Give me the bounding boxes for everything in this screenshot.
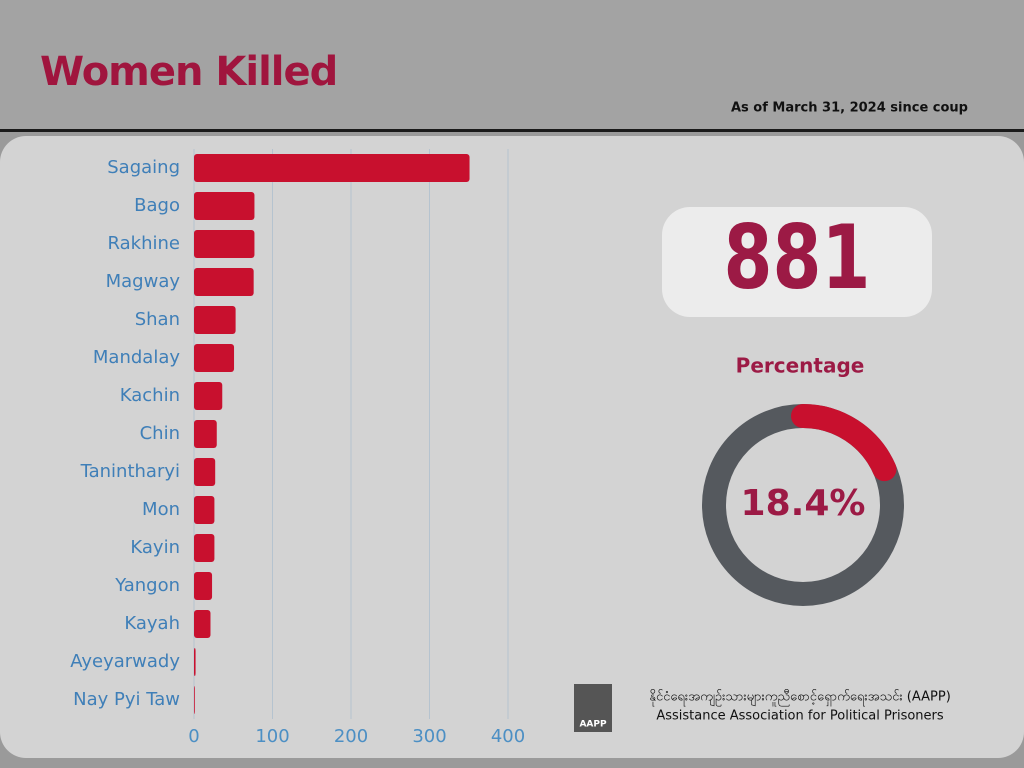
bar (194, 192, 255, 220)
x-tick-label: 300 (412, 726, 446, 747)
logo-mark (574, 684, 612, 732)
x-tick-label: 400 (491, 726, 525, 747)
logo: AAPP (574, 684, 612, 732)
donut-title: Percentage (736, 354, 865, 378)
y-tick-label: Mon (142, 499, 180, 520)
y-tick-label: Tanintharyi (80, 461, 180, 482)
title: Women Killed (40, 49, 337, 95)
y-tick-label: Yangon (114, 575, 180, 596)
y-tick-label: Sagaing (107, 157, 180, 178)
bar (194, 534, 215, 562)
x-tick-label: 0 (188, 726, 199, 747)
bar (194, 154, 470, 182)
bar (194, 382, 223, 410)
bar (194, 230, 255, 258)
y-tick-label: Kachin (120, 385, 180, 406)
y-tick-label: Magway (106, 271, 181, 292)
y-tick-label: Kayah (124, 613, 180, 634)
header-band (0, 0, 1024, 130)
bar (194, 610, 211, 638)
total-box (662, 207, 932, 317)
bar (194, 686, 195, 714)
x-tick-label: 200 (334, 726, 368, 747)
y-tick-label: Nay Pyi Taw (73, 689, 180, 710)
y-tick-label: Rakhine (108, 233, 180, 254)
bar (194, 344, 235, 372)
donut-label: 18.4% (741, 483, 866, 524)
bar (194, 648, 196, 676)
bar (194, 420, 217, 448)
org-english: Assistance Association for Political Pri… (656, 709, 944, 724)
header-rule (0, 129, 1024, 132)
y-tick-label: Ayeyarwady (70, 651, 180, 672)
y-tick-label: Bago (134, 195, 180, 216)
x-tick-label: 100 (255, 726, 289, 747)
logo-text: AAPP (579, 720, 607, 730)
bar (194, 268, 254, 296)
y-tick-label: Chin (140, 423, 180, 444)
y-tick-label: Mandalay (93, 347, 180, 368)
subtitle: As of March 31, 2024 since coup (731, 101, 968, 116)
donut-arc (791, 404, 897, 482)
bar (194, 572, 213, 600)
total: 881 (724, 207, 871, 310)
org-local: နိုင်ငံရေးအကျဉ်းသားများကူညီစောင့်ရှောက်ရ… (649, 689, 951, 707)
bar (194, 458, 216, 486)
y-tick-label: Kayin (130, 537, 180, 558)
y-tick-label: Shan (135, 309, 180, 330)
bar (194, 496, 215, 524)
bar (194, 306, 236, 334)
